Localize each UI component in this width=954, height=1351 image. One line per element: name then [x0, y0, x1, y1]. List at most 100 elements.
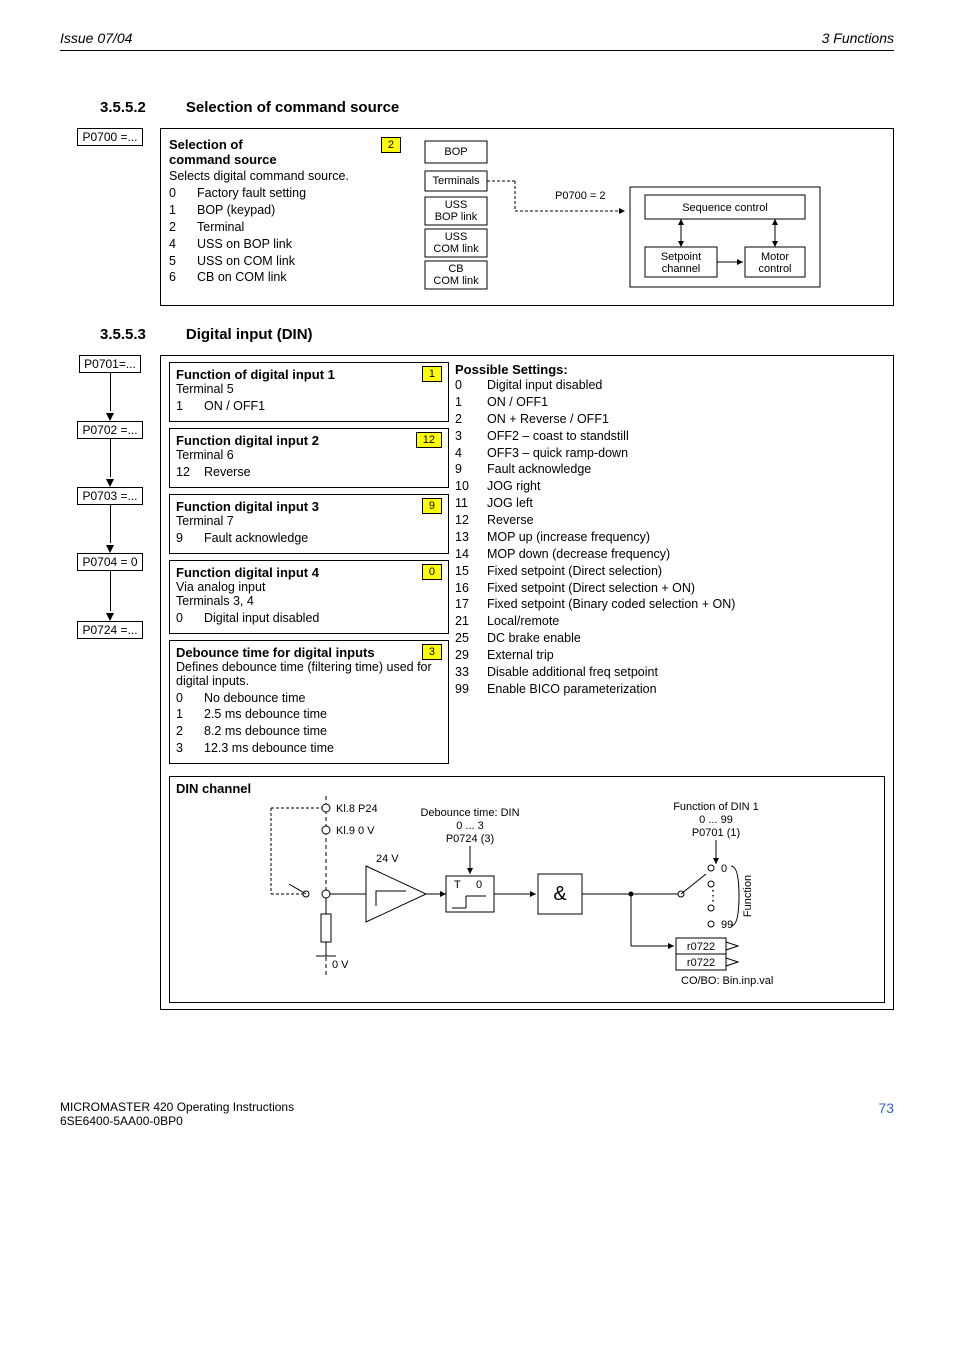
- section1-row: P0700 =... 2 Selection of command source…: [60, 128, 894, 306]
- list-item: 99Enable BICO parameterization: [455, 681, 885, 698]
- arrow-line: [110, 505, 111, 543]
- svg-text:BOP: BOP: [444, 146, 467, 158]
- function-box-title: Debounce time for digital inputs: [176, 645, 442, 660]
- section2-row: P0701=... P0702 =... P0703 =... P0704 = 0 P0…: [60, 355, 894, 1010]
- list-item: 10JOG right: [455, 478, 885, 495]
- svg-text:Kl.9 0 V: Kl.9 0 V: [336, 825, 375, 837]
- list-item: 17Fixed setpoint (Binary coded selection…: [455, 596, 885, 613]
- param-box: P0702 =...: [77, 421, 142, 439]
- list-item: 15Fixed setpoint (Direct selection): [455, 563, 885, 580]
- svg-text:Function: Function: [742, 875, 754, 917]
- din-diagram-svg: Kl.8 P24 Kl.9 0 V: [176, 796, 866, 996]
- settings-title: Possible Settings:: [455, 362, 885, 377]
- badge: 9: [422, 498, 442, 514]
- svg-text:0 ... 99: 0 ... 99: [699, 814, 733, 826]
- list-item: 16Fixed setpoint (Direct selection + ON): [455, 580, 885, 597]
- list-item: 12Reverse: [176, 464, 442, 481]
- list-item: 21Local/remote: [455, 613, 885, 630]
- function-box-sub: Terminal 6: [176, 448, 442, 462]
- page-footer: MICROMASTER 420 Operating Instructions 6…: [60, 1100, 894, 1128]
- svg-text:&: &: [553, 883, 567, 905]
- param-box: P0724 =...: [77, 621, 142, 639]
- list-item: 25DC brake enable: [455, 630, 885, 647]
- function-box: 9Function digital input 3Terminal 79Faul…: [169, 494, 449, 554]
- list-item: 312.3 ms debounce time: [176, 740, 442, 757]
- list-item: 12.5 ms debounce time: [176, 706, 442, 723]
- list-item: 11JOG left: [455, 495, 885, 512]
- svg-text:24 V: 24 V: [376, 853, 399, 865]
- list-item: 0Digital input disabled: [176, 610, 442, 627]
- svg-text:r0722: r0722: [687, 941, 715, 953]
- section-heading-2: 3.5.5.3 Digital input (DIN): [100, 326, 894, 343]
- footer-line1: MICROMASTER 420 Operating Instructions: [60, 1100, 294, 1114]
- section2-settings: Possible Settings: 0Digital input disabl…: [449, 362, 885, 770]
- svg-text:Function of DIN 1: Function of DIN 1: [673, 801, 759, 813]
- header-right: 3 Functions: [822, 30, 894, 46]
- list-item: 5USS on COM link: [169, 253, 399, 270]
- function-box-sub: Terminal 5: [176, 382, 442, 396]
- badge: 1: [422, 366, 442, 382]
- svg-text:0 V: 0 V: [332, 959, 349, 971]
- badge: 12: [416, 432, 442, 448]
- din-channel-title: DIN channel: [176, 781, 878, 796]
- function-box-title: Function digital input 3: [176, 499, 442, 514]
- svg-text:Sequence control: Sequence control: [682, 202, 768, 214]
- svg-text:Terminals: Terminals: [432, 175, 480, 187]
- list-item: 4OFF3 – quick ramp-down: [455, 445, 885, 462]
- function-box-options: 0Digital input disabled: [176, 610, 442, 627]
- list-item: 33Disable additional freq setpoint: [455, 664, 885, 681]
- list-item: 4USS on BOP link: [169, 236, 399, 253]
- function-box-options: 0No debounce time12.5 ms debounce time28…: [176, 690, 442, 758]
- list-item: 0No debounce time: [176, 690, 442, 707]
- arrow-down-icon: [106, 613, 114, 621]
- param-box: P0703 =...: [77, 487, 142, 505]
- param-box: P0701=...: [79, 355, 141, 373]
- param-box: P0704 = 0: [77, 553, 142, 571]
- footer-left: MICROMASTER 420 Operating Instructions 6…: [60, 1100, 294, 1128]
- function-box-title: Function of digital input 1: [176, 367, 442, 382]
- function-box: 12Function digital input 2Terminal 6 12Re…: [169, 428, 449, 488]
- list-item: 13MOP up (increase frequency): [455, 529, 885, 546]
- badge-2: 2: [381, 137, 401, 153]
- function-box-sub: Via analog input Terminals 3, 4: [176, 580, 442, 608]
- section2-param-col: P0701=... P0702 =... P0703 =... P0704 = 0 P0…: [60, 355, 160, 639]
- function-box-options: 9Fault acknowledge: [176, 530, 442, 547]
- function-box-title: Function digital input 2: [176, 433, 442, 448]
- page-number: 73: [878, 1100, 894, 1128]
- svg-text:USS: USS: [445, 231, 468, 243]
- svg-text:0: 0: [476, 879, 482, 891]
- arrow-line: [110, 373, 111, 411]
- svg-text:0: 0: [721, 863, 727, 875]
- list-item: 0Factory fault setting: [169, 185, 399, 202]
- svg-text:COM link: COM link: [433, 243, 479, 255]
- list-item: 12Reverse: [455, 512, 885, 529]
- function-box-options: 1ON / OFF1: [176, 398, 442, 415]
- list-item: 14MOP down (decrease frequency): [455, 546, 885, 563]
- section2-title-text: Digital input (DIN): [186, 326, 313, 343]
- din-channel-box: DIN channel Kl.8 P24 Kl.9: [169, 776, 885, 1003]
- param-box-p0700: P0700 =...: [77, 128, 142, 146]
- svg-text:99: 99: [721, 919, 733, 931]
- section1-left: 2 Selection of command source Selects di…: [169, 137, 399, 297]
- list-item: 28.2 ms debounce time: [176, 723, 442, 740]
- svg-text:control: control: [758, 263, 791, 275]
- list-item: 29External trip: [455, 647, 885, 664]
- svg-text:P0724 (3): P0724 (3): [446, 833, 494, 845]
- header-left: Issue 07/04: [60, 30, 132, 46]
- list-item: 6CB on COM link: [169, 269, 399, 286]
- svg-text:P0700 = 2: P0700 = 2: [555, 190, 605, 202]
- list-item: 9Fault acknowledge: [455, 461, 885, 478]
- section-number: 3.5.5.2: [100, 99, 146, 116]
- function-box: 3Debounce time for digital inputsDefines…: [169, 640, 449, 765]
- section1-box-title: Selection of command source: [169, 137, 399, 167]
- svg-text:Setpoint: Setpoint: [661, 251, 701, 263]
- section2-outer: 1Function of digital input 1Terminal 5 1O…: [160, 355, 894, 1010]
- svg-text:⋮: ⋮: [706, 887, 720, 903]
- function-box: 0Function digital input 4Via analog inpu…: [169, 560, 449, 634]
- section1-options: 0Factory fault setting1BOP (keypad)2Term…: [169, 185, 399, 286]
- section-title-text: Selection of command source: [186, 99, 399, 116]
- section2-left-boxes: 1Function of digital input 1Terminal 5 1O…: [169, 362, 449, 770]
- function-box-options: 12Reverse: [176, 464, 442, 481]
- section2-number: 3.5.5.3: [100, 326, 146, 343]
- arrow-down-icon: [106, 545, 114, 553]
